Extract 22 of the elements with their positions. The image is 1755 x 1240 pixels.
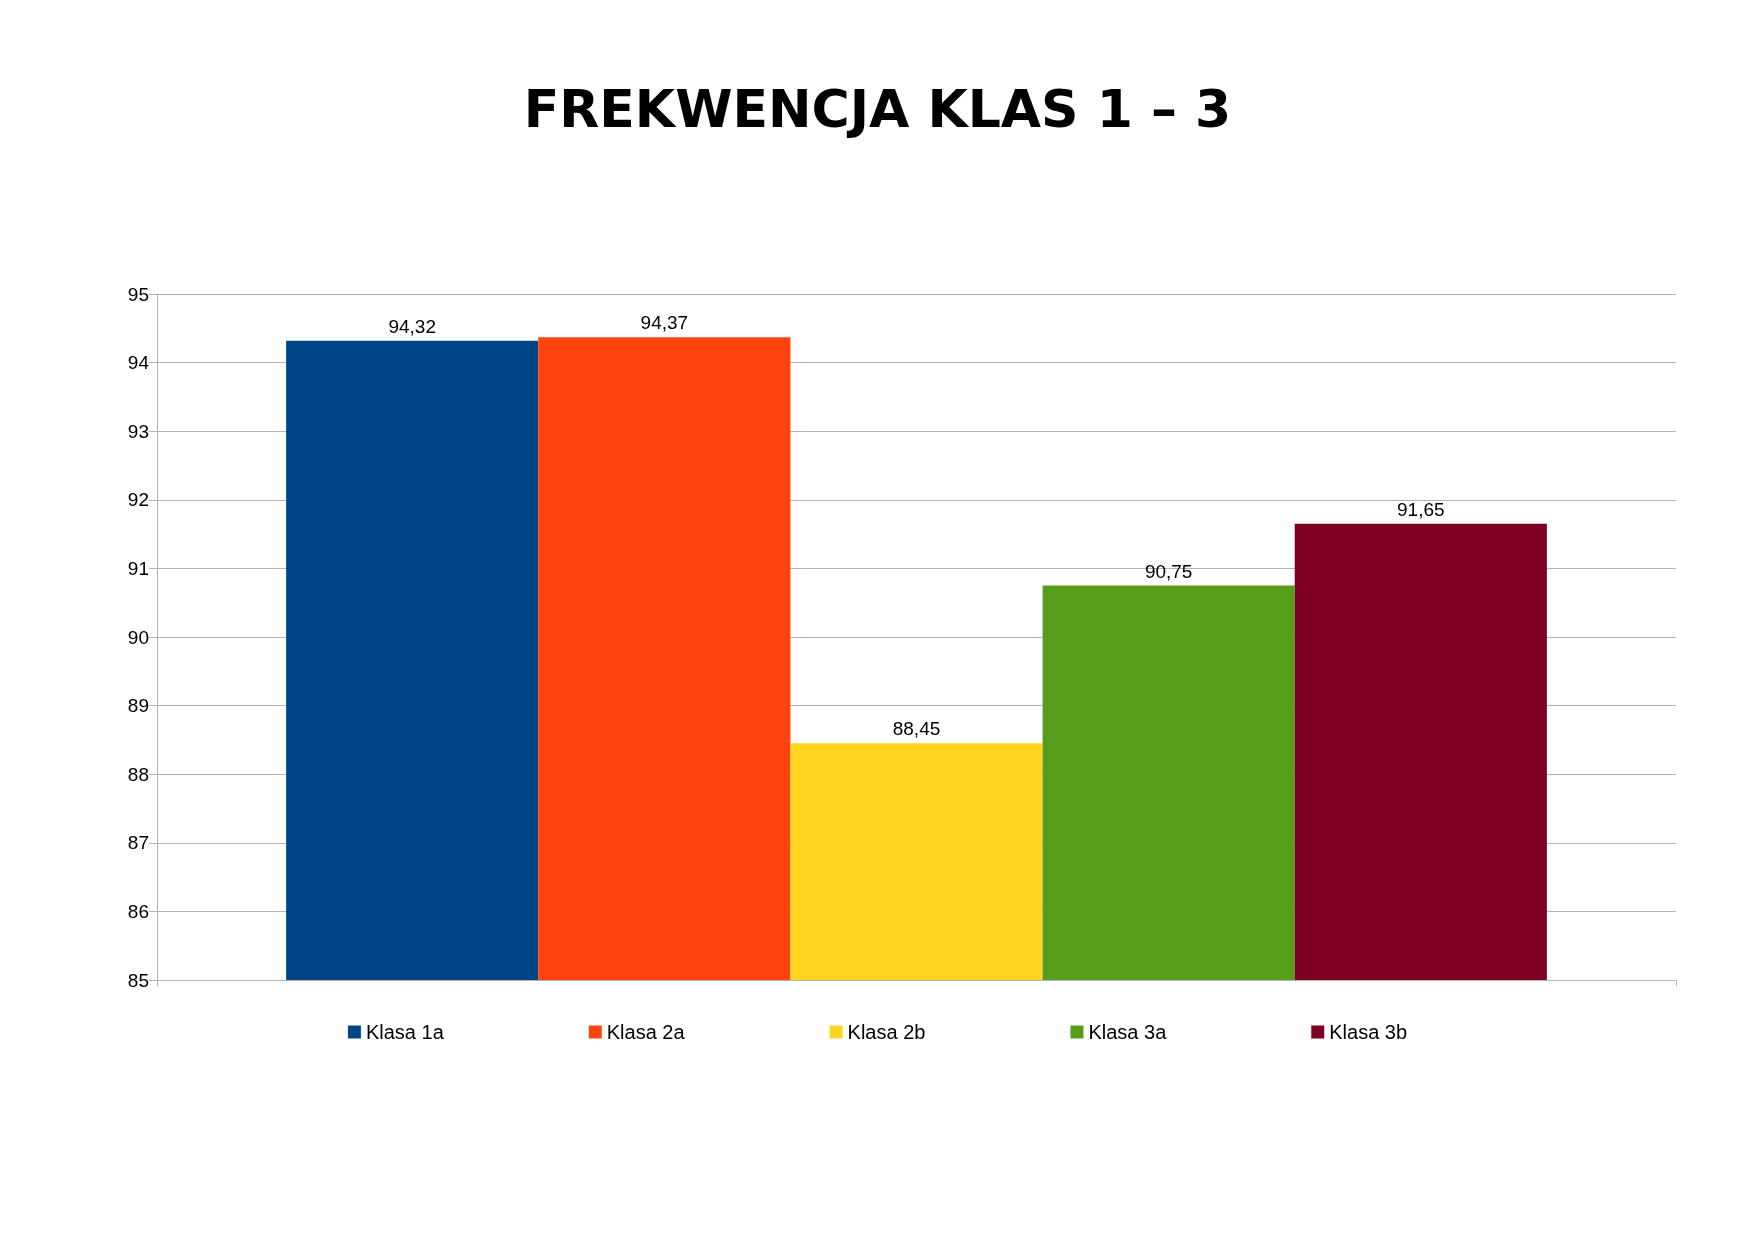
data-label: 91,65 [1397, 498, 1445, 520]
y-tick-label: 89 [127, 695, 149, 717]
y-tick-label: 94 [127, 352, 150, 374]
data-label: 90,75 [1144, 560, 1193, 582]
y-tick-label: 90 [127, 626, 149, 648]
y-tick-label: 85 [127, 969, 149, 991]
y-tick-label: 92 [127, 489, 149, 511]
y-tick-label: 91 [127, 557, 149, 579]
y-tick-label: 87 [127, 832, 149, 854]
y-tick-label: 88 [127, 763, 149, 785]
y-tick-label: 95 [127, 283, 149, 305]
legend-label: Klasa 3b [1329, 1021, 1408, 1043]
y-tick-label: 93 [127, 420, 149, 442]
legend-label: Klasa 2b [847, 1021, 926, 1043]
legend-label: Klasa 3a [1088, 1021, 1168, 1043]
y-tick-label: 86 [127, 900, 149, 922]
data-label: 94,32 [388, 315, 436, 337]
data-label: 88,45 [892, 718, 941, 740]
data-label: 94,37 [640, 312, 689, 334]
legend-label: Klasa 1a [365, 1021, 445, 1043]
chart-title: FREKWENCJA KLAS 1 – 3 [523, 79, 1232, 139]
legend-label: Klasa 2a [606, 1021, 686, 1043]
